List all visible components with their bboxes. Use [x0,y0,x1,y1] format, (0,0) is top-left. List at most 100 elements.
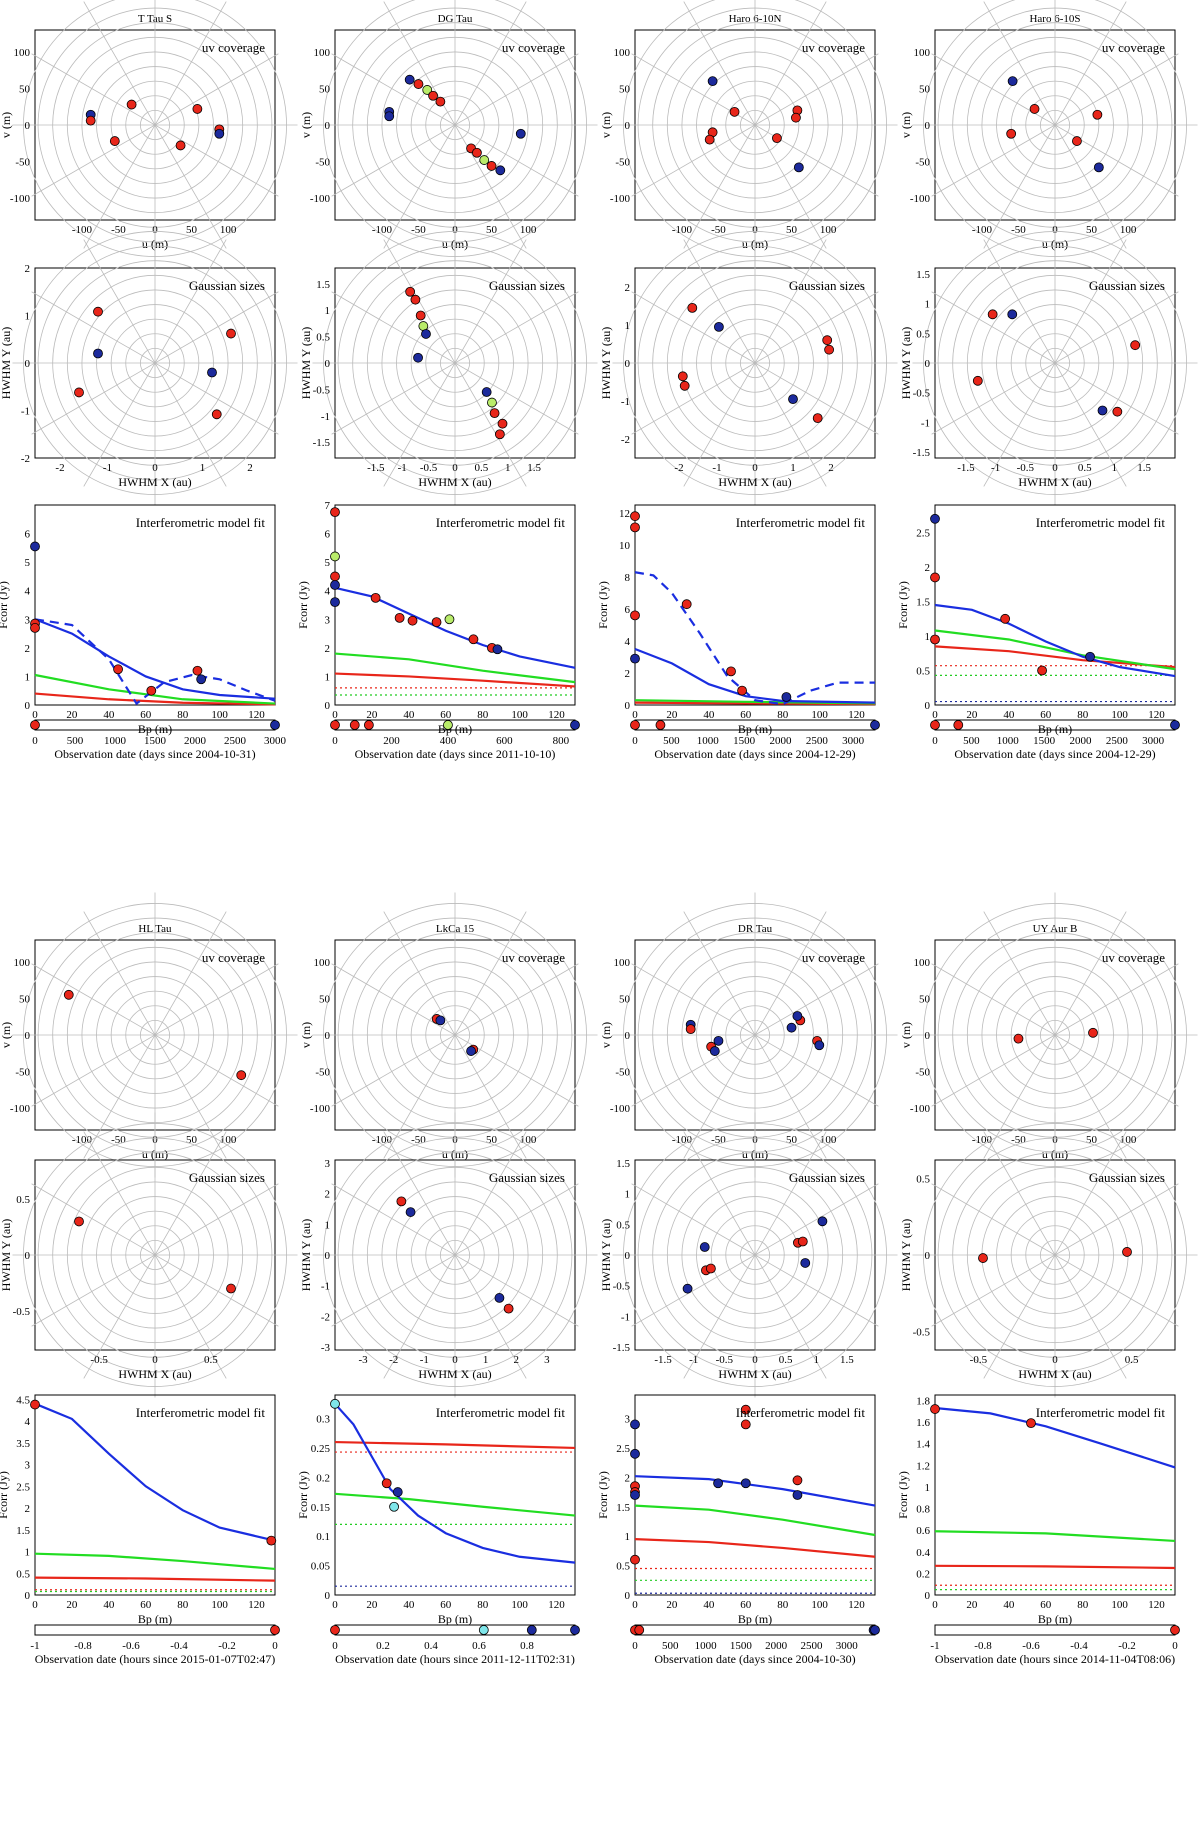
data-point [63,989,74,1000]
x-tick-label: 1 [200,462,206,474]
red-curve [34,1576,276,1582]
y-tick-label: 50 [619,83,631,95]
y-tick-label: -1 [621,396,630,408]
y-axis-label: v (m) [899,1022,913,1048]
y-axis-label: HWHM Y (au) [899,1219,913,1291]
y-tick-label: 2.5 [16,1481,30,1493]
data-point [266,1535,277,1546]
x-tick-label: 120 [248,1599,265,1611]
x-tick-label: 0 [632,735,638,747]
x-tick-label: 0 [152,1354,158,1366]
x-tick-label: 120 [1148,709,1165,721]
x-tick-label: -2 [389,1354,398,1366]
y-tick-label: 0.5 [16,1568,30,1580]
x-tick-label: 60 [140,1599,152,1611]
x-tick-label: 400 [440,735,457,747]
x-tick-label: 100 [811,709,828,721]
size-panel [612,220,898,506]
y-tick-label: 3 [625,1414,631,1426]
data-point [330,580,340,590]
x-axis-label: Bp (m) [138,1612,172,1626]
y-tick-label: 0 [925,120,931,132]
y-tick-label: 2.5 [616,1443,630,1455]
y-tick-label: 1 [925,631,931,643]
data-point [630,1554,640,1565]
y-tick-label: 0.1 [316,1531,330,1543]
x-tick-label: 120 [848,1599,865,1611]
data-point [792,1490,803,1500]
x-tick-label: 40 [1003,1599,1015,1611]
y-tick-label: 2 [325,643,331,655]
x-tick-label: 50 [486,224,498,236]
x-tick-label: 120 [248,709,265,721]
x-tick-label: 20 [366,1599,378,1611]
x-axis-label: Observation date (hours since 2015-01-07… [35,1652,276,1666]
data-point [1088,1027,1098,1038]
y-tick-label: -100 [10,1103,31,1115]
x-tick-label: 0 [32,709,38,721]
fit-panel [330,1394,576,1596]
data-point [396,1196,407,1207]
data-point [1112,406,1123,417]
panel-annotation: Gaussian sizes [789,1170,865,1185]
y-tick-label: 1.5 [16,1525,30,1537]
y-tick-label: 0 [325,120,331,132]
x-tick-label: 500 [663,735,680,747]
y-tick-label: 0 [925,1030,931,1042]
data-point [407,615,418,626]
y-axis-label: v (m) [299,112,313,138]
x-tick-label: 1.5 [840,1354,854,1366]
data-point [494,1293,505,1303]
data-point [870,720,880,730]
data-point [1072,136,1082,146]
x-tick-label: 0 [1052,1354,1058,1366]
x-tick-label: 60 [1040,709,1052,721]
y-axis-label: HWHM Y (au) [599,327,613,399]
y-tick-label: 1 [325,1219,331,1231]
timeline-panel [934,1624,1180,1636]
x-tick-label: -3 [358,1354,368,1366]
data-point [786,1022,797,1033]
x-tick-label: -1 [30,1640,39,1652]
x-tick-label: 800 [553,735,570,747]
y-tick-label: -1 [321,411,330,423]
x-tick-label: 3000 [836,1640,859,1652]
x-tick-label: 100 [511,709,528,721]
x-tick-label: 3000 [842,735,865,747]
x-tick-label: 0 [452,1354,458,1366]
size-panel [12,220,298,506]
y-axis-label: HWHM Y (au) [299,1219,313,1291]
data-point [630,653,640,664]
x-tick-label: -50 [411,224,426,236]
y-tick-label: 100 [614,957,631,969]
x-tick-label: 40 [1003,709,1015,721]
y-tick-label: 1.8 [916,1395,930,1407]
data-point [682,1283,693,1294]
y-tick-label: -0.5 [913,388,931,400]
x-tick-label: -50 [711,224,726,236]
x-tick-label: -0.5 [90,1354,108,1366]
data-point [570,1625,580,1635]
data-point [930,572,940,583]
data-point [705,1263,716,1274]
y-tick-label: 2 [25,263,31,275]
x-axis-label: Bp (m) [438,722,472,736]
timeline-panel [30,719,280,731]
panel-annotation: uv coverage [502,40,565,55]
data-point [930,634,940,645]
data-point [413,79,424,89]
data-point [444,614,455,625]
y-axis-label: Fcorr (Jy) [596,581,610,629]
y-tick-label: 1.5 [916,269,930,281]
panel-annotation: Gaussian sizes [789,278,865,293]
y-tick-label: 1 [25,1547,31,1559]
data-point [781,692,792,702]
y-tick-label: 0.3 [316,1414,330,1426]
data-point [175,140,186,151]
data-point [630,720,640,730]
y-tick-label: -50 [915,1067,930,1079]
data-point [487,397,497,408]
x-tick-label: 120 [548,1599,565,1611]
x-tick-label: 1500 [144,735,167,747]
y-tick-label: -2 [621,434,630,446]
